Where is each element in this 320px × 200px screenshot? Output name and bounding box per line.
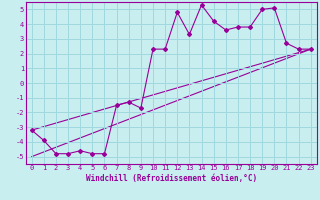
X-axis label: Windchill (Refroidissement éolien,°C): Windchill (Refroidissement éolien,°C) <box>86 174 257 183</box>
